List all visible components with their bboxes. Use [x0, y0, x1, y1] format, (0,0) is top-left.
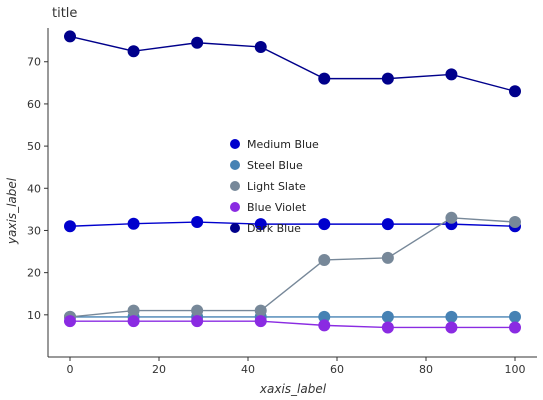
series-line-dark-blue — [69, 35, 516, 92]
x-tick-label: 80 — [419, 363, 433, 376]
y-tick-label: 10 — [27, 309, 41, 322]
point-dark-blue — [64, 30, 76, 43]
x-axis-title: xaxis_label — [259, 382, 327, 396]
point-dark-blue — [509, 85, 521, 98]
legend-marker-light-slate — [230, 181, 240, 191]
series-line-light-slate — [69, 217, 516, 318]
point-dark-blue — [318, 72, 331, 85]
point-dark-blue — [381, 72, 394, 85]
point-blue-violet — [127, 315, 140, 328]
point-steel-blue — [445, 310, 458, 323]
legend-marker-steel-blue — [230, 160, 240, 170]
legend-marker-medium-blue — [230, 139, 240, 149]
y-tick-label: 60 — [27, 98, 41, 111]
y-tick-label: 40 — [27, 182, 41, 195]
point-dark-blue — [445, 68, 458, 81]
point-blue-violet — [509, 321, 521, 334]
point-steel-blue — [509, 310, 521, 323]
legend-label-light-slate: Light Slate — [247, 180, 306, 193]
point-light-slate — [127, 304, 140, 317]
point-steel-blue — [318, 310, 331, 323]
point-medium-blue — [381, 218, 394, 231]
point-blue-violet — [191, 315, 204, 328]
point-dark-blue — [191, 36, 204, 49]
x-tick-label: 100 — [505, 363, 526, 376]
series-line-blue-violet — [70, 320, 515, 329]
legend-label-dark-blue: Dark Blue — [247, 222, 301, 235]
point-medium-blue — [191, 216, 204, 229]
point-steel-blue — [381, 310, 394, 323]
point-light-slate — [191, 304, 204, 317]
point-blue-violet — [445, 321, 458, 334]
plot-area — [64, 30, 521, 334]
point-dark-blue — [254, 40, 267, 53]
x-tick-label: 20 — [152, 363, 166, 376]
point-light-slate — [381, 251, 394, 264]
legend-marker-dark-blue — [230, 223, 240, 233]
x-tick-label: 40 — [241, 363, 255, 376]
point-dark-blue — [127, 45, 140, 58]
y-tick-label: 50 — [27, 140, 41, 153]
point-medium-blue — [254, 218, 267, 231]
point-medium-blue — [127, 217, 140, 230]
point-medium-blue — [64, 220, 76, 233]
point-blue-violet — [254, 315, 267, 328]
y-axis-title: yaxis_label — [5, 177, 19, 245]
y-tick-label: 30 — [27, 224, 41, 237]
point-light-slate — [254, 304, 267, 317]
point-blue-violet — [381, 321, 394, 334]
point-blue-violet — [318, 319, 331, 332]
x-tick-label: 0 — [67, 363, 74, 376]
point-blue-violet — [64, 315, 76, 328]
legend-label-steel-blue: Steel Blue — [247, 159, 303, 172]
legend-marker-blue-violet — [230, 202, 240, 212]
y-tick-label: 70 — [27, 56, 41, 69]
point-light-slate — [509, 216, 521, 229]
chart-title: title — [52, 6, 77, 21]
axes: 10 20 30 40 50 60 70 0 20 40 60 80 100 — [27, 28, 537, 376]
point-light-slate — [445, 211, 458, 224]
point-light-slate — [318, 253, 331, 266]
legend-label-blue-violet: Blue Violet — [247, 201, 307, 214]
legend: Medium Blue Steel Blue Light Slate Blue Vio… — [230, 138, 319, 235]
point-medium-blue — [318, 218, 331, 231]
x-tick-label: 60 — [330, 363, 344, 376]
y-tick-label: 20 — [27, 267, 41, 280]
legend-label-medium-blue: Medium Blue — [247, 138, 319, 151]
